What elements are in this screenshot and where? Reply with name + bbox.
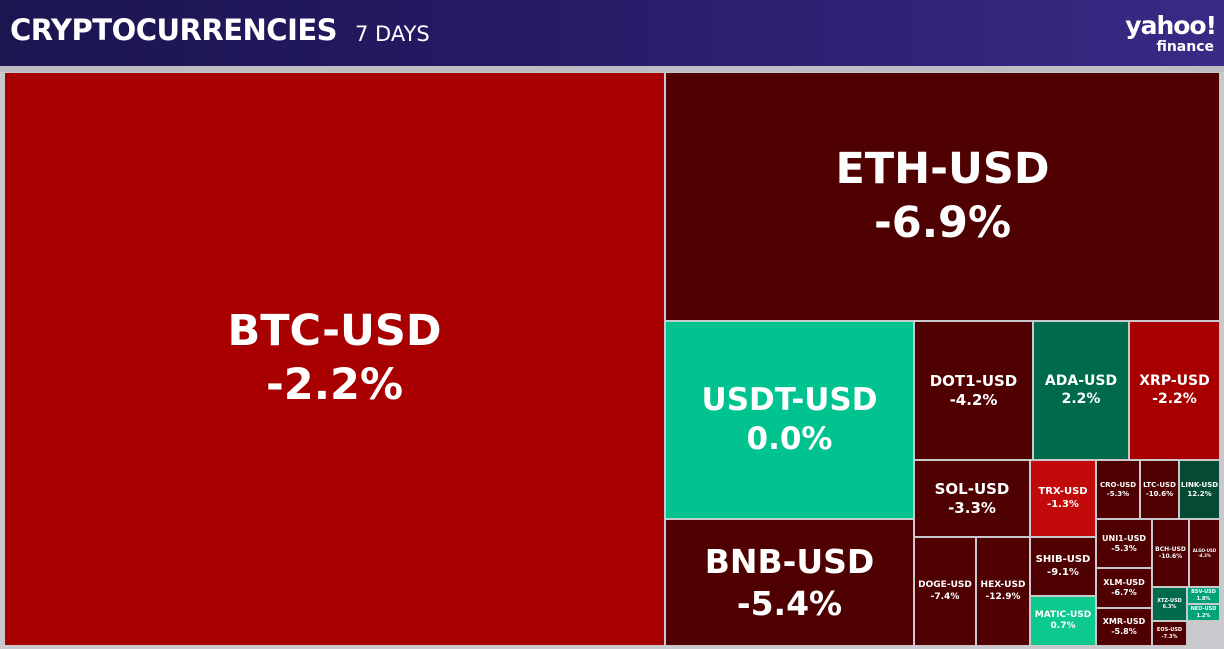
- tile-change-xrp-usd: -2.2%: [1152, 390, 1197, 407]
- tile-change-shib-usd: -9.1%: [1047, 566, 1079, 578]
- tile-symbol-shib-usd: SHIB-USD: [1035, 554, 1091, 565]
- tile-xmr-usd[interactable]: XMR-USD -5.8%: [1096, 608, 1152, 646]
- tile-change-uni1-usd: -5.3%: [1111, 543, 1137, 553]
- tile-symbol-xtz-usd: XTZ-USD: [1157, 597, 1182, 604]
- tile-change-ada-usd: 2.2%: [1061, 390, 1101, 407]
- tile-symbol-dot1-usd: DOT1-USD: [929, 371, 1018, 390]
- tile-change-bch-usd: -10.6%: [1158, 553, 1183, 560]
- tile-symbol-uni1-usd: UNI1-USD: [1102, 533, 1146, 543]
- logo-primary-text: yahoo!: [1125, 11, 1217, 40]
- tile-change-doge-usd: -7.4%: [930, 591, 960, 602]
- crypto-treemap: BTC-USD -2.2% ETH-USD -6.9% USDT-USD 0.0% BNB-…: [0, 72, 1224, 649]
- tile-symbol-eth-usd: ETH-USD: [835, 143, 1050, 194]
- tile-xrp-usd[interactable]: XRP-USD -2.2%: [1129, 321, 1220, 460]
- tile-algo-usd[interactable]: ALGO-USD -4.3%: [1189, 519, 1220, 587]
- tile-eth-usd[interactable]: ETH-USD -6.9%: [665, 72, 1220, 321]
- tile-change-dot1-usd: -4.2%: [949, 390, 998, 409]
- tile-change-xmr-usd: -5.8%: [1111, 627, 1137, 636]
- tile-bnb-usd[interactable]: BNB-USD -5.4%: [665, 519, 914, 646]
- tile-dot1-usd[interactable]: DOT1-USD -4.2%: [914, 321, 1033, 460]
- tile-change-usdt-usd: 0.0%: [746, 421, 833, 457]
- tile-change-algo-usd: -4.3%: [1198, 553, 1211, 558]
- tile-doge-usd[interactable]: DOGE-USD -7.4%: [914, 537, 976, 646]
- tile-symbol-doge-usd: DOGE-USD: [918, 580, 972, 591]
- tile-symbol-trx-usd: TRX-USD: [1038, 486, 1088, 497]
- header-divider: [0, 66, 1224, 72]
- tile-neo-usd[interactable]: NEO-USD 1.2%: [1187, 604, 1220, 621]
- tile-ada-usd[interactable]: ADA-USD 2.2%: [1033, 321, 1129, 460]
- tile-symbol-ltc-usd: LTC-USD: [1143, 480, 1176, 489]
- tile-change-bsv-usd: 1.8%: [1196, 595, 1211, 602]
- tile-sol-usd[interactable]: SOL-USD -3.3%: [914, 460, 1030, 537]
- tile-symbol-bch-usd: BCH-USD: [1155, 545, 1186, 553]
- tile-symbol-ada-usd: ADA-USD: [1044, 373, 1118, 389]
- tile-change-hex-usd: -12.9%: [985, 591, 1021, 602]
- period-label: 7 DAYS: [355, 22, 430, 46]
- tile-change-ltc-usd: -10.6%: [1145, 489, 1174, 498]
- tile-symbol-hex-usd: HEX-USD: [980, 580, 1026, 591]
- tile-change-sol-usd: -3.3%: [948, 498, 996, 517]
- yahoo-finance-logo: yahoo! finance: [1104, 11, 1217, 57]
- tile-symbol-algo-usd: ALGO-USD: [1192, 548, 1217, 553]
- tile-change-eth-usd: -6.9%: [873, 197, 1012, 248]
- tile-matic-usd[interactable]: MATIC-USD 0.7%: [1030, 596, 1096, 646]
- tile-trx-usd[interactable]: TRX-USD -1.3%: [1030, 460, 1096, 537]
- tile-ltc-usd[interactable]: LTC-USD -10.6%: [1140, 460, 1179, 519]
- tile-symbol-matic-usd: MATIC-USD: [1034, 609, 1092, 620]
- tile-change-link-usd: 12.2%: [1187, 489, 1212, 498]
- tile-symbol-link-usd: LINK-USD: [1180, 480, 1219, 489]
- page-title: CRYPTOCURRENCIES: [10, 13, 338, 47]
- tile-symbol-bsv-usd: BSV-USD: [1191, 589, 1216, 596]
- tile-xtz-usd[interactable]: XTZ-USD 6.3%: [1152, 587, 1187, 621]
- tile-symbol-eos-usd: EOS-USD: [1156, 627, 1183, 634]
- tile-change-xtz-usd: 6.3%: [1162, 604, 1177, 610]
- tile-bch-usd[interactable]: BCH-USD -10.6%: [1152, 519, 1189, 587]
- tile-eos-usd[interactable]: EOS-USD -7.3%: [1152, 621, 1187, 646]
- tile-change-cro-usd: -5.3%: [1106, 489, 1130, 498]
- tile-symbol-btc-usd: BTC-USD: [227, 306, 442, 357]
- tile-change-trx-usd: -1.3%: [1047, 498, 1079, 510]
- tile-btc-usd[interactable]: BTC-USD -2.2%: [4, 72, 665, 646]
- tile-symbol-cro-usd: CRO-USD: [1099, 480, 1137, 489]
- tile-hex-usd[interactable]: HEX-USD -12.9%: [976, 537, 1030, 646]
- tile-change-xlm-usd: -6.7%: [1111, 588, 1137, 597]
- tile-symbol-neo-usd: NEO-USD: [1190, 606, 1217, 613]
- tile-usdt-usd[interactable]: USDT-USD 0.0%: [665, 321, 914, 519]
- tile-link-usd[interactable]: LINK-USD 12.2%: [1179, 460, 1220, 519]
- tile-cro-usd[interactable]: CRO-USD -5.3%: [1096, 460, 1140, 519]
- tile-change-bnb-usd: -5.4%: [736, 583, 843, 623]
- tile-symbol-usdt-usd: USDT-USD: [701, 382, 878, 419]
- tile-change-neo-usd: 1.2%: [1196, 612, 1211, 619]
- tile-symbol-bnb-usd: BNB-USD: [704, 542, 875, 582]
- tile-symbol-xmr-usd: XMR-USD: [1102, 617, 1146, 626]
- tile-change-matic-usd: 0.7%: [1050, 621, 1076, 631]
- tile-change-eos-usd: -7.3%: [1161, 633, 1178, 640]
- tile-change-btc-usd: -2.2%: [265, 360, 404, 410]
- tile-shib-usd[interactable]: SHIB-USD -9.1%: [1030, 537, 1096, 596]
- tile-symbol-sol-usd: SOL-USD: [934, 479, 1010, 498]
- tile-symbol-xrp-usd: XRP-USD: [1139, 373, 1210, 389]
- tile-xlm-usd[interactable]: XLM-USD -6.7%: [1096, 568, 1152, 608]
- header-bar: CRYPTOCURRENCIES 7 DAYS yahoo! finance: [0, 0, 1224, 66]
- tile-symbol-xlm-usd: XLM-USD: [1103, 578, 1145, 587]
- tile-bsv-usd[interactable]: BSV-USD 1.8%: [1187, 587, 1220, 604]
- tile-uni1-usd[interactable]: UNI1-USD -5.3%: [1096, 519, 1152, 568]
- logo-secondary-text: finance: [1156, 39, 1214, 55]
